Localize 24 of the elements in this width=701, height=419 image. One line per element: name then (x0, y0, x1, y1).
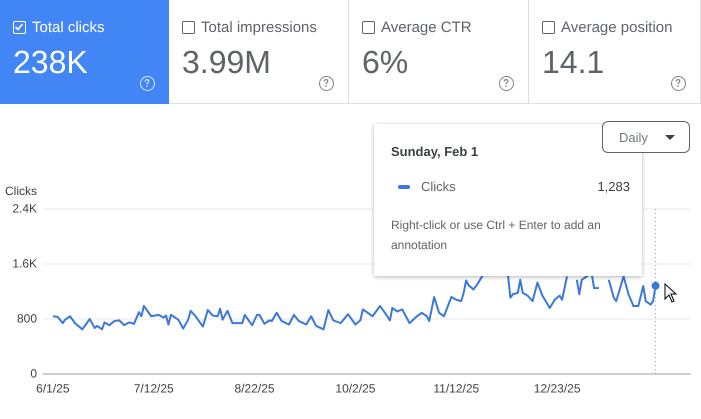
text: Total impressions (201, 19, 317, 36)
text: 6% (362, 44, 408, 81)
y-tick-label: 1.6K (12, 256, 37, 270)
x-tick-label: 7/12/25 (134, 382, 174, 396)
text: Clicks (421, 179, 456, 194)
x-tick-label: 11/12/25 (433, 382, 480, 396)
y-tick-label: 0 (30, 366, 38, 380)
y-axis-title: Clicks (5, 184, 37, 198)
text: Average position (561, 19, 672, 36)
text: 1,283 (597, 179, 630, 194)
text: Daily (619, 130, 648, 145)
text: 14.1 (542, 44, 604, 81)
y-tick-label: 2.4K (12, 201, 37, 216)
x-tick-label: 8/22/25 (234, 382, 275, 396)
annotation: Right-click or use Ctrl + Enter to add an annotation (391, 217, 602, 254)
x-tick-label: 6/1/25 (36, 382, 70, 396)
text: Total clicks (32, 19, 105, 36)
text: 238K (13, 44, 88, 81)
x-tick-label: 12/23/25 (534, 382, 581, 396)
text: Sunday, Feb 1 (391, 144, 478, 159)
x-tick-label: 10/2/25 (335, 382, 376, 396)
text: Average CTR (381, 19, 472, 36)
text: 3.99M (182, 44, 271, 81)
y-tick-label: 800 (16, 311, 38, 326)
